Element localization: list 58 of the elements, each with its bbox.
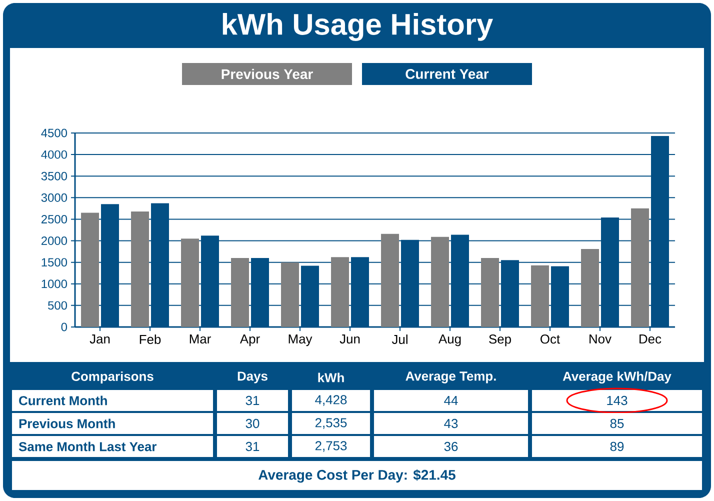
text: Previous Year (222, 68, 313, 80)
text: 44 (444, 396, 458, 405)
x-tick-label: May (288, 334, 312, 346)
y-tick-label: 500 (48, 301, 68, 310)
y-tick-label: 3000 (41, 193, 68, 202)
y-tick-label: 4000 (41, 150, 68, 159)
x-tick-label: Jul (392, 334, 408, 344)
y-tick-label: 0 (61, 322, 68, 332)
x-tick-label: Jan (90, 334, 110, 344)
x-tick-label: Jun (340, 334, 360, 344)
bar (231, 258, 250, 327)
bar (631, 208, 650, 327)
text: Days (238, 372, 268, 384)
y-tick-label: 2500 (41, 214, 68, 224)
text: kWh (318, 372, 344, 382)
x-tick-label: Aug (438, 334, 461, 346)
text: 4,428 (315, 395, 347, 406)
bar (431, 236, 450, 327)
y-tick-label: 3500 (41, 172, 68, 180)
text: 43 (444, 418, 458, 428)
text: Average kWh/Day (562, 371, 672, 384)
text: 85 (610, 418, 624, 428)
text: 31 (246, 396, 260, 406)
x-tick-label: Oct (540, 334, 560, 344)
chart-title: kWh Usage History (222, 12, 494, 41)
text: 2,535 (315, 418, 347, 429)
text: 2,753 (315, 441, 347, 452)
bar (581, 248, 600, 327)
text: 36 (444, 442, 458, 452)
y-tick-label: 4500 (41, 128, 68, 138)
bar (81, 212, 100, 327)
y-tick-label: 2000 (41, 236, 68, 245)
text: 89 (610, 442, 624, 452)
bar (381, 234, 400, 327)
x-tick-label: Feb (140, 334, 161, 344)
x-tick-label: Dec (640, 334, 662, 344)
bar (181, 238, 200, 327)
x-tick-label: Nov (590, 334, 612, 344)
bar (131, 211, 150, 327)
text: Previous Month (19, 418, 115, 428)
text: Average Temp. (406, 372, 496, 384)
text: 31 (246, 442, 260, 452)
text: 30 (246, 418, 260, 428)
text: Current Month (19, 396, 107, 406)
bar (481, 258, 500, 327)
text: Current Year (406, 69, 489, 79)
x-tick-label: Mar (190, 334, 211, 344)
bar (331, 257, 350, 327)
text: Comparisons (72, 371, 154, 384)
x-tick-label: Sep (489, 334, 511, 346)
text: Average Cost Per Day: $21.45 (258, 469, 456, 483)
x-tick-label: Apr (240, 334, 260, 346)
text: Same Month Last Year (18, 442, 157, 452)
text: 143 (607, 396, 628, 406)
y-tick-label: 1000 (42, 280, 68, 288)
bar (531, 265, 550, 327)
y-tick-label: 1500 (42, 258, 68, 267)
bar (281, 262, 300, 327)
